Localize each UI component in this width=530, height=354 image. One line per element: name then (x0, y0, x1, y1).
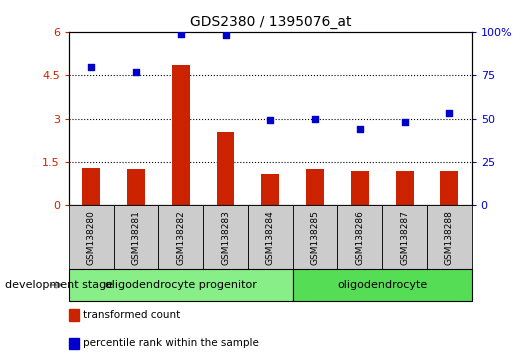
Point (132, 69, 140, 75)
Bar (395, 171, 413, 205)
Bar (217, 132, 234, 205)
Bar (203, 205, 248, 269)
Bar (82, 168, 100, 205)
Point (445, 110, 454, 116)
Bar (440, 171, 458, 205)
Bar (293, 269, 472, 301)
Point (356, 126, 364, 132)
Bar (113, 205, 158, 269)
Point (266, 118, 275, 123)
Bar (306, 169, 324, 205)
Bar (293, 205, 338, 269)
Text: GSM138283: GSM138283 (221, 210, 230, 265)
Bar (69, 338, 79, 349)
Bar (127, 169, 145, 205)
Text: GSM138287: GSM138287 (400, 210, 409, 265)
Point (87, 64, 95, 69)
Bar (427, 205, 472, 269)
Text: GSM138282: GSM138282 (176, 210, 186, 264)
Bar (338, 205, 382, 269)
Text: GSM138281: GSM138281 (131, 210, 140, 265)
Point (311, 116, 319, 121)
Bar (172, 65, 190, 205)
Text: oligodendrocyte: oligodendrocyte (337, 280, 427, 290)
Text: percentile rank within the sample: percentile rank within the sample (83, 338, 259, 348)
Text: transformed count: transformed count (83, 310, 180, 320)
Point (400, 119, 409, 125)
Title: GDS2380 / 1395076_at: GDS2380 / 1395076_at (190, 16, 351, 29)
Bar (248, 205, 293, 269)
Bar (158, 205, 203, 269)
Point (176, 31, 185, 36)
Text: GSM138288: GSM138288 (445, 210, 454, 265)
Bar (261, 173, 279, 205)
Bar (69, 269, 293, 301)
Text: oligodendrocyte progenitor: oligodendrocyte progenitor (105, 280, 257, 290)
Bar (69, 205, 113, 269)
Text: GSM138280: GSM138280 (87, 210, 96, 265)
Bar (351, 171, 369, 205)
Bar (382, 205, 427, 269)
Text: GSM138284: GSM138284 (266, 210, 275, 264)
Text: development stage: development stage (5, 280, 113, 290)
Text: GSM138286: GSM138286 (355, 210, 364, 265)
Bar (69, 309, 79, 321)
Point (222, 33, 230, 38)
Text: GSM138285: GSM138285 (311, 210, 320, 265)
